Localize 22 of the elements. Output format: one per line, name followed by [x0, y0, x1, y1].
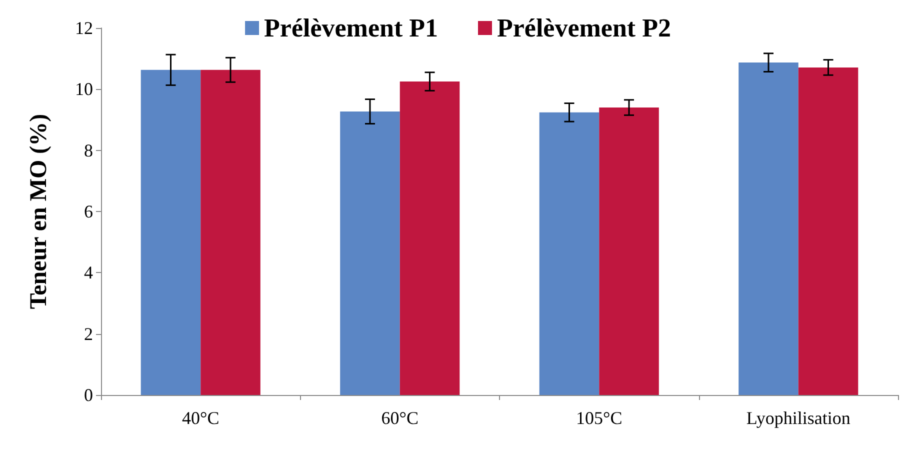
bar [798, 67, 858, 395]
legend-label: Prélèvement P2 [497, 14, 671, 42]
y-tick-label: 12 [75, 18, 93, 38]
bar [539, 112, 600, 395]
y-tick-label: 4 [84, 262, 93, 283]
y-tick-label: 0 [84, 385, 93, 405]
bar [400, 82, 460, 395]
x-tick-label: Lyophilisation [746, 408, 850, 428]
legend-label: Prélèvement P1 [264, 14, 438, 42]
x-tick-label: 105°C [576, 408, 622, 428]
bar [599, 108, 659, 395]
y-tick-label: 10 [75, 79, 93, 100]
bar [140, 70, 201, 395]
y-tick-label: 2 [84, 324, 93, 344]
bar [200, 70, 260, 395]
x-tick-label: 40°C [182, 408, 220, 428]
x-tick-label: 60°C [381, 408, 418, 428]
bar [738, 62, 798, 395]
y-tick-label: 8 [84, 140, 93, 160]
bar [340, 111, 400, 395]
y-tick-label: 6 [84, 202, 93, 222]
y-axis-title: Teneur en MO (%) [26, 114, 52, 310]
